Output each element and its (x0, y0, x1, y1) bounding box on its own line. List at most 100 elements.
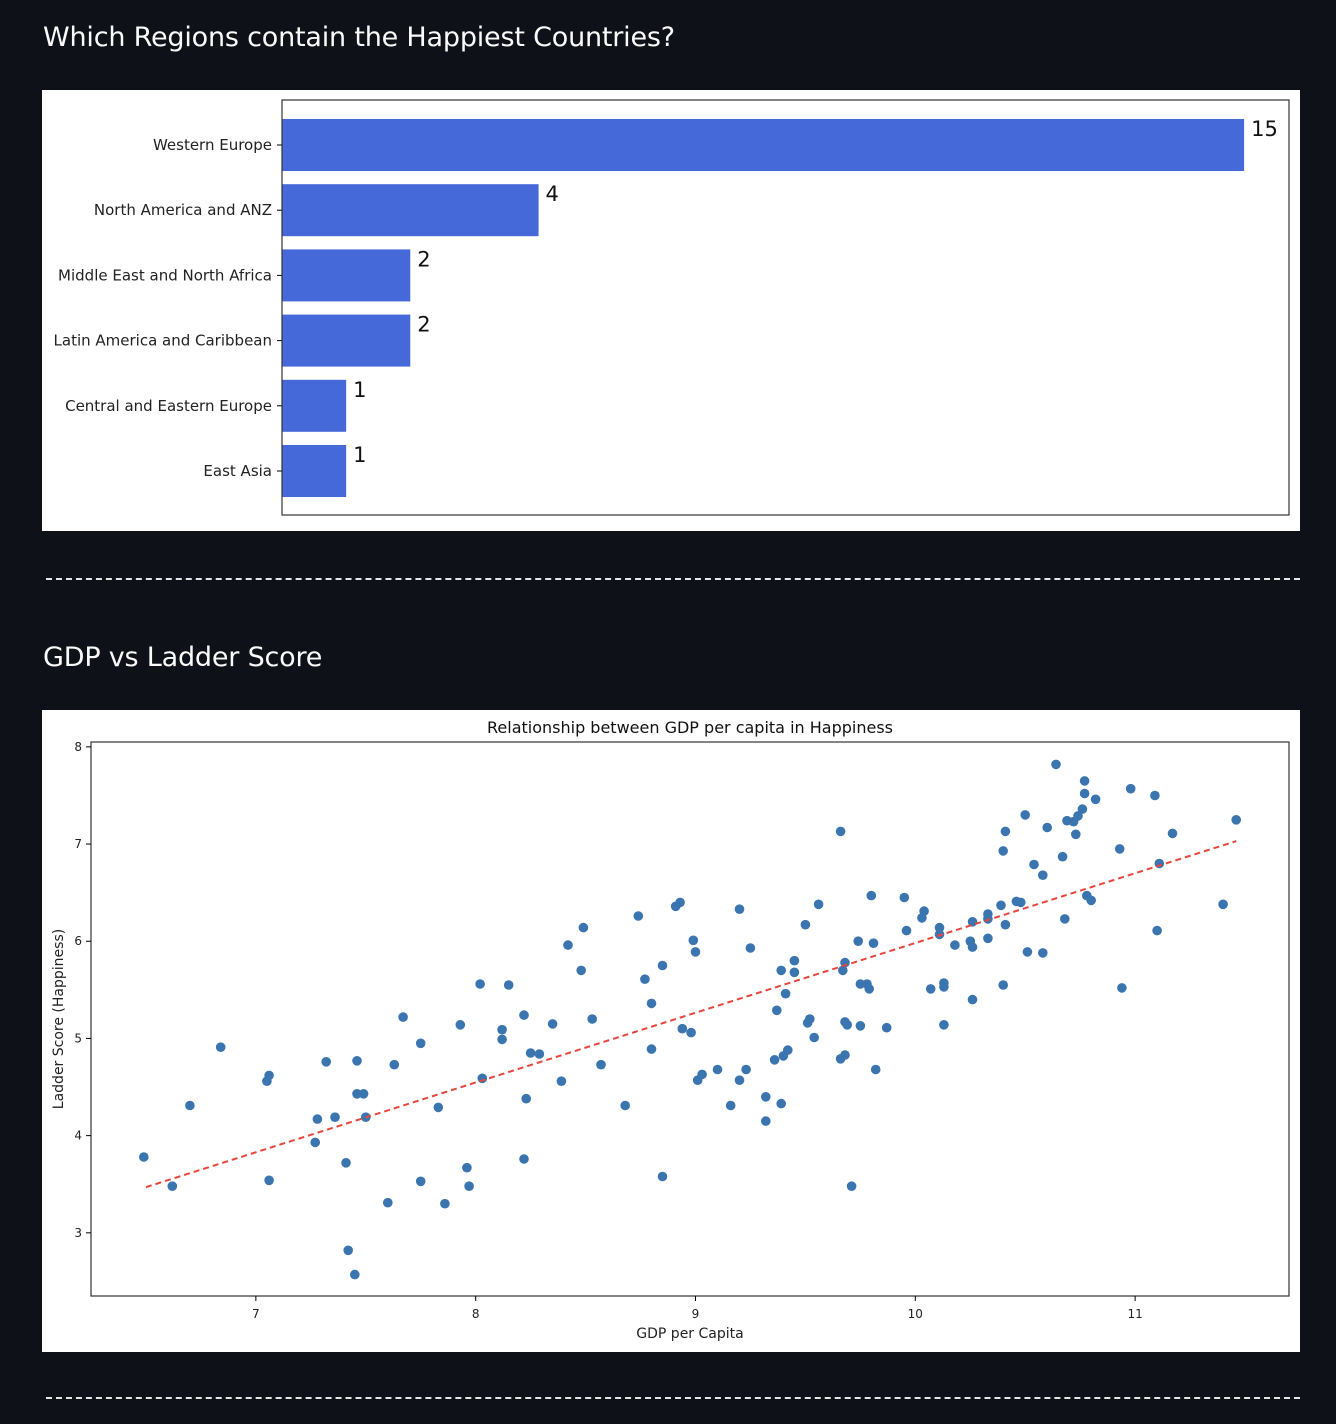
data-point-12 (343, 1245, 354, 1256)
chart-title: Relationship between GDP per capita in H… (487, 718, 893, 737)
data-point-119 (1000, 826, 1011, 837)
data-point-33 (519, 1010, 529, 1020)
data-point-151 (1231, 815, 1241, 825)
data-point-128 (1038, 948, 1048, 958)
data-point-8 (312, 1114, 323, 1124)
x-tick-label-3: 10 (908, 1307, 923, 1321)
data-point-73 (780, 988, 791, 999)
data-point-118 (998, 846, 1008, 856)
data-point-132 (1060, 914, 1070, 924)
category-label-0: Western Europe (153, 136, 272, 154)
data-point-0 (139, 1152, 149, 1162)
data-point-81 (813, 899, 824, 910)
data-point-69 (772, 1005, 782, 1016)
data-point-65 (745, 943, 756, 953)
data-point-25 (455, 1020, 466, 1030)
data-point-138 (1079, 776, 1090, 786)
data-point-74 (783, 1045, 793, 1055)
data-point-84 (838, 965, 848, 976)
data-point-13 (350, 1269, 360, 1280)
data-point-125 (1022, 947, 1033, 957)
data-point-130 (1051, 759, 1061, 770)
data-point-92 (855, 1021, 866, 1031)
data-point-135 (1071, 829, 1081, 840)
bar-3 (282, 314, 411, 367)
data-point-113 (967, 994, 978, 1005)
trend-line (145, 840, 1237, 1189)
bar-1 (282, 184, 539, 237)
data-point-21 (415, 1038, 426, 1049)
data-point-29 (477, 1073, 488, 1084)
data-point-97 (870, 1064, 881, 1075)
data-point-131 (1057, 851, 1068, 862)
data-point-77 (800, 919, 811, 930)
data-point-95 (866, 890, 877, 901)
data-point-104 (934, 922, 945, 933)
y-axis-label: Ladder Score (Happiness) (51, 929, 67, 1109)
data-point-51 (657, 1171, 668, 1182)
x-tick-label-4: 11 (1127, 1307, 1142, 1321)
data-point-66 (761, 1092, 771, 1102)
data-point-99 (899, 892, 910, 903)
data-point-149 (1167, 828, 1178, 839)
y-tick-label-5: 8 (74, 740, 82, 754)
data-point-76 (789, 967, 800, 978)
data-point-112 (967, 942, 978, 952)
data-point-16 (358, 1089, 369, 1099)
data-point-88 (842, 1020, 852, 1030)
data-point-49 (646, 1044, 657, 1054)
data-point-61 (725, 1100, 736, 1111)
data-point-64 (741, 1064, 751, 1075)
data-point-67 (761, 1116, 771, 1126)
data-point-45 (620, 1100, 630, 1111)
data-point-103 (925, 984, 936, 994)
data-point-111 (967, 917, 978, 927)
data-point-80 (809, 1032, 819, 1043)
data-point-15 (352, 1089, 362, 1099)
data-point-55 (686, 1027, 696, 1038)
data-label-4: 1 (353, 378, 366, 402)
data-point-68 (769, 1055, 780, 1065)
data-point-56 (688, 935, 699, 946)
data-point-107 (939, 982, 949, 992)
gdp-scatter-chart: Relationship between GDP per capita in H… (51, 718, 1290, 1342)
data-point-24 (440, 1198, 450, 1209)
data-point-120 (1000, 919, 1011, 930)
data-point-2 (185, 1100, 195, 1111)
data-point-126 (1029, 859, 1039, 870)
data-point-90 (853, 936, 863, 946)
data-point-98 (881, 1022, 892, 1033)
data-point-117 (996, 900, 1006, 911)
data-point-109 (950, 940, 960, 950)
category-label-3: Latin America and Caribbean (54, 332, 272, 350)
bar-0 (282, 119, 1245, 171)
data-point-9 (321, 1057, 332, 1067)
data-point-6 (264, 1175, 274, 1186)
data-point-36 (525, 1048, 536, 1058)
data-point-124 (1020, 810, 1030, 820)
data-point-30 (497, 1024, 507, 1035)
x-axis-label: GDP per Capita (636, 1326, 743, 1342)
data-point-144 (1117, 983, 1127, 993)
data-point-42 (578, 922, 589, 933)
data-point-35 (519, 1154, 529, 1164)
data-point-116 (983, 909, 993, 919)
x-tick-label-1: 8 (472, 1307, 480, 1321)
data-point-147 (1152, 925, 1162, 936)
regions-chart-heading: Which Regions contain the Happiest Count… (43, 22, 675, 53)
data-point-22 (415, 1176, 426, 1187)
y-tick-label-3: 6 (74, 934, 82, 948)
data-point-20 (398, 1012, 408, 1022)
data-point-54 (677, 1023, 688, 1034)
data-point-70 (776, 965, 786, 976)
data-point-137 (1077, 804, 1088, 814)
data-point-57 (690, 947, 701, 957)
data-label-1: 4 (546, 182, 559, 206)
data-point-11 (341, 1158, 351, 1168)
data-point-121 (998, 980, 1008, 990)
data-point-50 (657, 960, 668, 971)
gdp-scatter-chart-figure: Relationship between GDP per capita in H… (42, 710, 1300, 1352)
data-point-34 (521, 1093, 531, 1104)
data-point-108 (939, 1020, 949, 1030)
regions-bar-chart: Western Europe 15 North America and ANZ 4 Mi… (54, 99, 1290, 516)
